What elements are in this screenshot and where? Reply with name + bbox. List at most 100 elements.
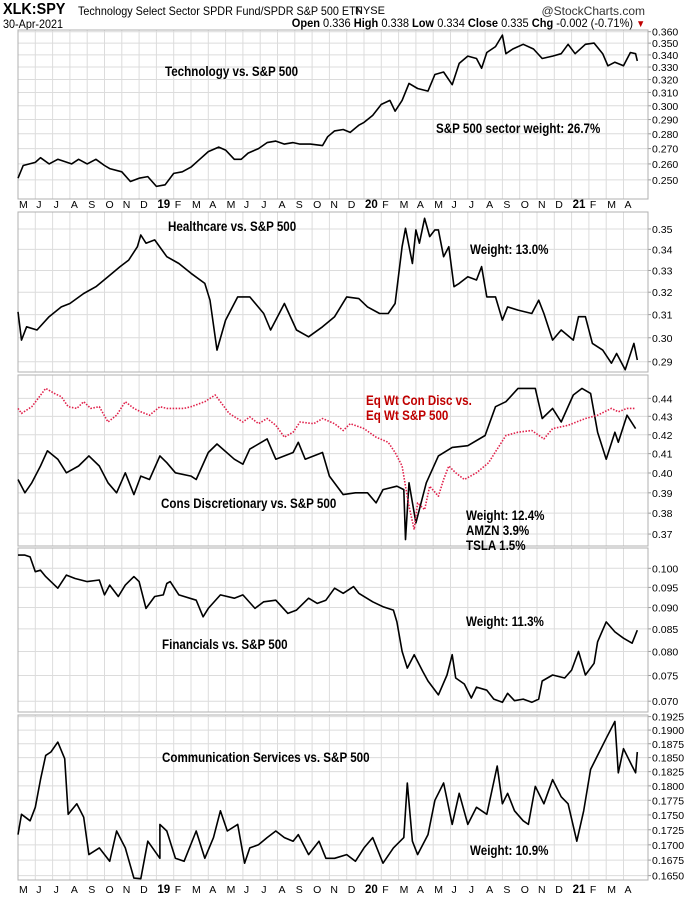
x-tick-label: S bbox=[503, 199, 510, 211]
y-tick-label: 0.38 bbox=[652, 508, 673, 520]
tech-weight-note: S&P 500 sector weight: 26.7% bbox=[436, 121, 601, 136]
x-tick-label: N bbox=[538, 199, 546, 211]
cons-disc-panel-title: Cons Discretionary vs. S&P 500 bbox=[161, 496, 337, 511]
x-tick-label: M bbox=[19, 884, 28, 896]
y-tick-label: 0.1900 bbox=[652, 725, 684, 737]
x-tick-label: D bbox=[140, 199, 148, 211]
x-tick-label: M bbox=[227, 199, 236, 211]
close-value: 0.335 bbox=[500, 16, 529, 30]
y-tick-label: 0.350 bbox=[652, 38, 678, 50]
y-tick-label: 0.39 bbox=[652, 488, 673, 500]
x-tick-label: N bbox=[123, 199, 131, 211]
x-tick-label: 21 bbox=[573, 884, 586, 896]
y-tick-label: 0.34 bbox=[652, 244, 673, 256]
y-tick-label: 0.40 bbox=[652, 468, 673, 480]
x-tick-label: J bbox=[54, 884, 59, 896]
y-tick-label: 0.100 bbox=[652, 563, 678, 575]
x-tick-label: O bbox=[313, 884, 321, 896]
y-tick-label: 0.1700 bbox=[652, 840, 684, 852]
x-tick-label: O bbox=[313, 199, 321, 211]
x-tick-label: F bbox=[175, 884, 181, 896]
ohlc-summary: Open 0.336 High 0.338 Low 0.334 Close 0.… bbox=[292, 16, 645, 30]
y-tick-label: 0.29 bbox=[652, 357, 673, 369]
y-tick-label: 0.1875 bbox=[652, 739, 684, 751]
y-tick-label: 0.1800 bbox=[652, 781, 684, 793]
x-tick-label: F bbox=[590, 884, 596, 896]
x-tick-label: D bbox=[348, 199, 356, 211]
x-tick-label: A bbox=[625, 199, 632, 211]
x-tick-label: N bbox=[538, 884, 546, 896]
symbol-title: XLK:SPY bbox=[3, 1, 66, 18]
x-tick-label: A bbox=[417, 884, 424, 896]
panel-frame bbox=[17, 374, 649, 547]
y-tick-label: 0.43 bbox=[652, 411, 673, 423]
x-tick-label: D bbox=[140, 884, 148, 896]
x-tick-label: S bbox=[503, 884, 510, 896]
x-tick-label: N bbox=[330, 199, 338, 211]
low-value: 0.334 bbox=[437, 16, 465, 30]
panel-frame bbox=[17, 211, 649, 373]
y-tick-label: 0.1825 bbox=[652, 767, 684, 779]
y-tick-label: 0.290 bbox=[652, 115, 678, 127]
series-line bbox=[18, 554, 639, 704]
y-tick-label: 0.31 bbox=[652, 310, 673, 322]
x-tick-label: N bbox=[123, 884, 131, 896]
y-tick-label: 0.250 bbox=[652, 175, 678, 187]
x-tick-label: A bbox=[417, 199, 424, 211]
x-tick-label: J bbox=[244, 199, 249, 211]
series-line bbox=[17, 217, 639, 371]
y-tick-label: 0.095 bbox=[652, 582, 678, 594]
x-tick-label: D bbox=[555, 884, 563, 896]
x-tick-label: M bbox=[400, 199, 409, 211]
y-tick-label: 0.260 bbox=[652, 159, 678, 171]
x-tick-label: D bbox=[348, 884, 356, 896]
eqwt-legend-line2: Eq Wt S&P 500 bbox=[366, 408, 449, 423]
financials-panel-title: Financials vs. S&P 500 bbox=[162, 637, 288, 652]
x-tick-label: J bbox=[469, 884, 474, 896]
x-tick-label: M bbox=[607, 199, 616, 211]
eqwt-legend-line1: Eq Wt Con Disc vs. bbox=[366, 393, 472, 408]
x-tick-label: J bbox=[469, 199, 474, 211]
x-tick-label: F bbox=[590, 199, 596, 211]
y-tick-label: 0.280 bbox=[652, 129, 678, 141]
tsla-weight-note: TSLA 1.5% bbox=[466, 538, 526, 553]
y-tick-label: 0.1650 bbox=[652, 871, 684, 883]
y-tick-label: 0.37 bbox=[652, 529, 673, 541]
y-tick-label: 0.1675 bbox=[652, 855, 684, 867]
y-tick-label: 0.1850 bbox=[652, 753, 684, 765]
x-tick-label: A bbox=[486, 199, 493, 211]
panel-frame bbox=[17, 714, 649, 881]
y-tick-label: 0.1925 bbox=[652, 712, 684, 724]
panel-frame bbox=[17, 29, 649, 200]
x-tick-label: A bbox=[625, 884, 632, 896]
x-tick-label: A bbox=[279, 884, 286, 896]
triangle-down-icon: ▼ bbox=[635, 19, 645, 30]
panel-frame bbox=[17, 547, 649, 713]
y-tick-label: 0.42 bbox=[652, 430, 673, 442]
y-tick-label: 0.270 bbox=[652, 144, 678, 156]
exchange-label: NYSE bbox=[355, 5, 385, 17]
x-tick-label: A bbox=[209, 199, 216, 211]
x-tick-label: J bbox=[36, 199, 41, 211]
x-tick-label: 20 bbox=[365, 199, 378, 211]
y-tick-label: 0.32 bbox=[652, 287, 673, 299]
y-tick-label: 0.30 bbox=[652, 333, 673, 345]
chg-value: -0.002 (-0.71%) bbox=[556, 16, 633, 30]
x-tick-label: S bbox=[296, 199, 303, 211]
x-tick-label: J bbox=[261, 199, 266, 211]
comm-services-panel-title: Communication Services vs. S&P 500 bbox=[162, 750, 370, 765]
x-tick-label: 21 bbox=[573, 199, 586, 211]
x-tick-label: A bbox=[486, 884, 493, 896]
y-tick-label: 0.310 bbox=[652, 87, 678, 99]
series-line bbox=[17, 34, 639, 188]
x-tick-label: A bbox=[279, 199, 286, 211]
chg-label: Chg bbox=[531, 16, 554, 30]
y-tick-label: 0.35 bbox=[652, 224, 673, 236]
open-label: Open bbox=[291, 16, 320, 30]
x-tick-label: M bbox=[607, 884, 616, 896]
x-tick-label: O bbox=[521, 884, 529, 896]
y-tick-label: 0.33 bbox=[652, 265, 673, 277]
quote-date: 30-Apr-2021 bbox=[3, 17, 64, 31]
x-tick-label: F bbox=[382, 199, 388, 211]
x-tick-label: J bbox=[261, 884, 266, 896]
